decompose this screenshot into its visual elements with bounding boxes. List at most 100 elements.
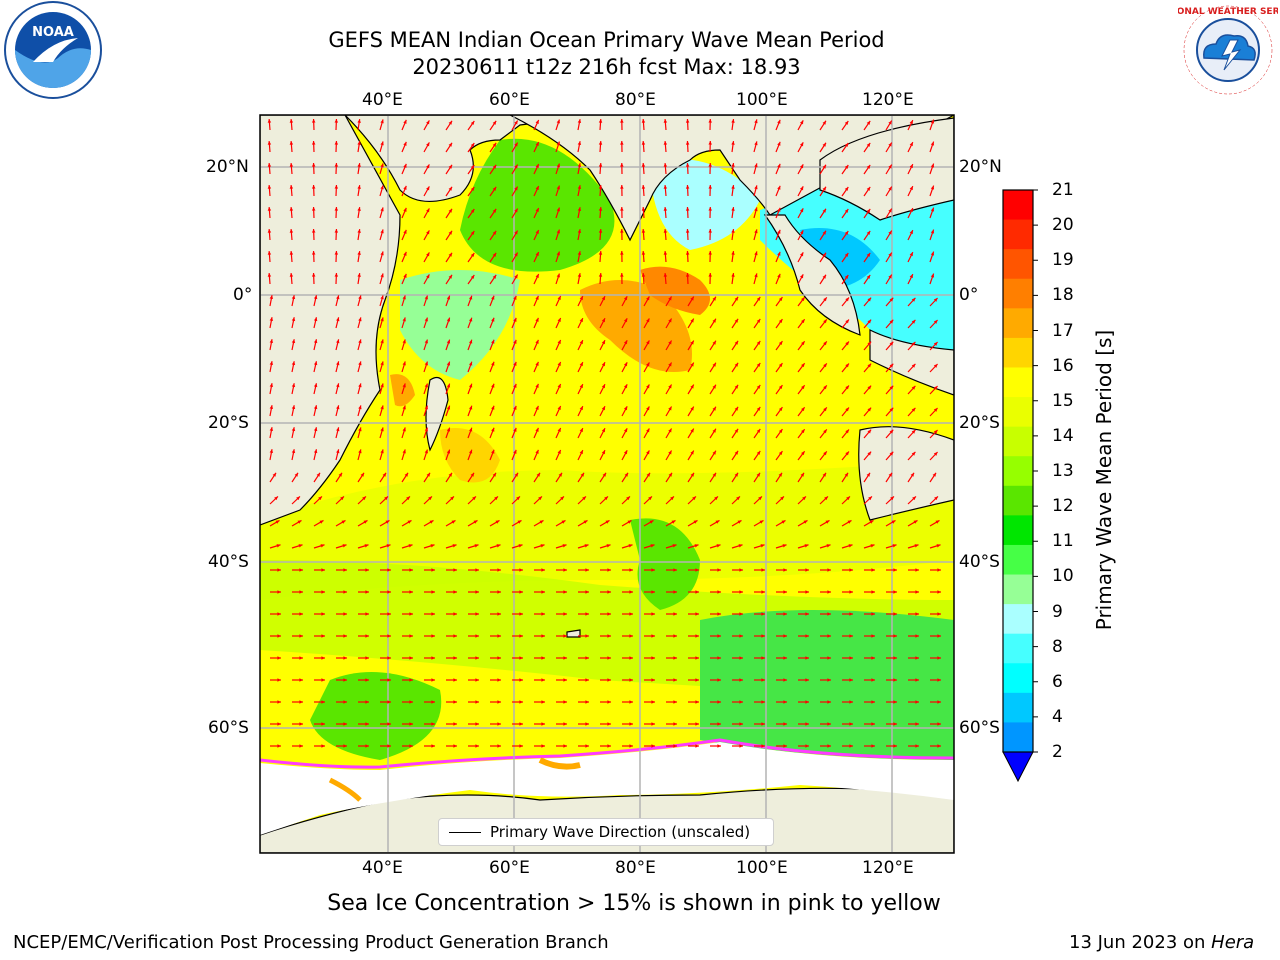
wave-arrowhead: [623, 340, 628, 345]
wave-arrowhead: [937, 656, 941, 660]
wave-arrowhead: [313, 361, 318, 366]
wave-arrowhead: [535, 186, 539, 191]
wave-arrowhead: [385, 520, 390, 524]
wave-arrowhead: [646, 340, 650, 345]
wave-arrowhead: [690, 472, 695, 477]
wave-arrowhead: [802, 496, 806, 501]
wave-arrowhead: [497, 678, 501, 682]
wave-arrowhead: [431, 678, 435, 682]
colorbar-tick-label: 21: [1052, 180, 1074, 200]
wave-arrowhead: [497, 568, 501, 572]
wave-arrowhead: [845, 363, 849, 368]
wave-arrowhead: [695, 612, 699, 616]
wave-arrowhead: [620, 141, 624, 145]
wave-arrowhead: [717, 744, 721, 748]
colorbar-tick-label: 12: [1052, 496, 1074, 517]
wave-arrowhead: [380, 207, 384, 212]
colorbar-band: [1003, 692, 1033, 723]
wave-arrowhead: [358, 427, 362, 432]
footer-credit: NCEP/EMC/Verification Post Processing Pr…: [13, 932, 609, 953]
wave-arrowhead: [557, 362, 561, 367]
wave-arrowhead: [407, 520, 412, 524]
wave-arrowhead: [316, 472, 321, 477]
wave-arrowhead: [849, 634, 853, 638]
colorbar-band: [1003, 219, 1033, 250]
wave-arrowhead: [585, 568, 589, 572]
wave-arrowhead: [937, 590, 941, 594]
lat-label-right-60s: 60°S: [959, 718, 1000, 738]
wave-arrowhead: [514, 186, 518, 191]
wave-arrowhead: [541, 744, 545, 748]
wave-arrowhead: [783, 634, 787, 638]
wave-arrowhead: [409, 634, 413, 638]
wave-arrowhead: [380, 383, 384, 388]
lat-label-right-20n: 20°N: [959, 157, 1002, 177]
wave-arrowhead: [514, 120, 518, 125]
wave-arrowhead: [822, 186, 826, 191]
wave-arrowhead: [563, 722, 567, 726]
wave-arrowhead: [563, 656, 567, 660]
wave-arrowhead: [867, 451, 872, 456]
wave-arrowhead: [409, 722, 413, 726]
wave-arrowhead: [431, 568, 435, 572]
wave-arrowhead: [866, 142, 871, 147]
wave-arrowhead: [492, 472, 497, 477]
wave-arrowhead: [387, 568, 391, 572]
wave-arrowhead: [629, 678, 633, 682]
wave-arrowhead: [909, 186, 913, 191]
wave-arrowhead: [827, 722, 831, 726]
wave-arrowhead: [357, 251, 361, 255]
sea-ice-note: Sea Ice Concentration > 15% is shown in …: [327, 891, 941, 916]
wave-arrowhead: [267, 251, 272, 255]
wave-arrowhead: [823, 451, 827, 456]
wave-arrowhead: [778, 407, 783, 412]
wave-arrowhead: [513, 295, 517, 300]
wave-arrowhead: [426, 164, 430, 169]
wave-arrowhead: [365, 656, 369, 660]
wave-arrowhead: [933, 320, 938, 324]
wave-arrowhead: [761, 678, 765, 682]
wave-arrowhead: [535, 274, 539, 279]
wave-arrowhead: [313, 405, 318, 410]
wave-arrowhead: [869, 520, 874, 524]
wave-arrowhead: [267, 163, 272, 167]
wave-arrowhead: [827, 744, 831, 748]
wave-arrowhead: [519, 722, 523, 726]
wave-arrowhead: [823, 429, 827, 434]
wave-arrowhead: [717, 568, 721, 572]
colorbar-tick-label: 4: [1052, 706, 1063, 727]
wave-arrowhead: [761, 568, 765, 572]
wave-arrowhead: [558, 472, 563, 477]
wave-arrowhead: [823, 407, 827, 412]
wave-arrowhead: [402, 449, 406, 454]
wave-arrowhead: [606, 544, 611, 548]
wave-arrowhead: [453, 722, 457, 726]
lon-label-bottom-100e: 100°E: [736, 858, 788, 878]
wave-arrowhead: [269, 405, 274, 410]
wave-arrowhead: [334, 229, 339, 233]
wave-arrowhead: [446, 317, 451, 322]
wave-arrowhead: [739, 656, 743, 660]
wave-arrowhead: [585, 656, 589, 660]
wave-arrowhead: [760, 544, 765, 548]
wave-arrowhead: [915, 700, 919, 704]
wave-arrowhead: [431, 722, 435, 726]
wave-arrowhead: [446, 405, 451, 410]
wave-arrowhead: [277, 700, 281, 704]
wave-arrowhead: [651, 744, 655, 748]
wave-arrowhead: [362, 496, 366, 501]
wave-arrowhead: [607, 656, 611, 660]
wave-arrowhead: [338, 472, 343, 477]
wave-arrowhead: [893, 744, 897, 748]
colorbar-tick-label: 6: [1052, 671, 1063, 692]
lon-label-bottom-120e: 120°E: [862, 858, 914, 878]
wave-arrowhead: [497, 700, 501, 704]
wave-arrowhead: [754, 207, 758, 212]
wave-arrowhead: [540, 544, 545, 548]
wave-arrowhead: [470, 164, 475, 169]
wave-arrowhead: [448, 274, 453, 279]
wave-arrowhead: [909, 252, 913, 257]
wave-arrowhead: [275, 520, 280, 524]
wave-arrowhead: [321, 568, 325, 572]
wave-arrowhead: [470, 142, 475, 147]
